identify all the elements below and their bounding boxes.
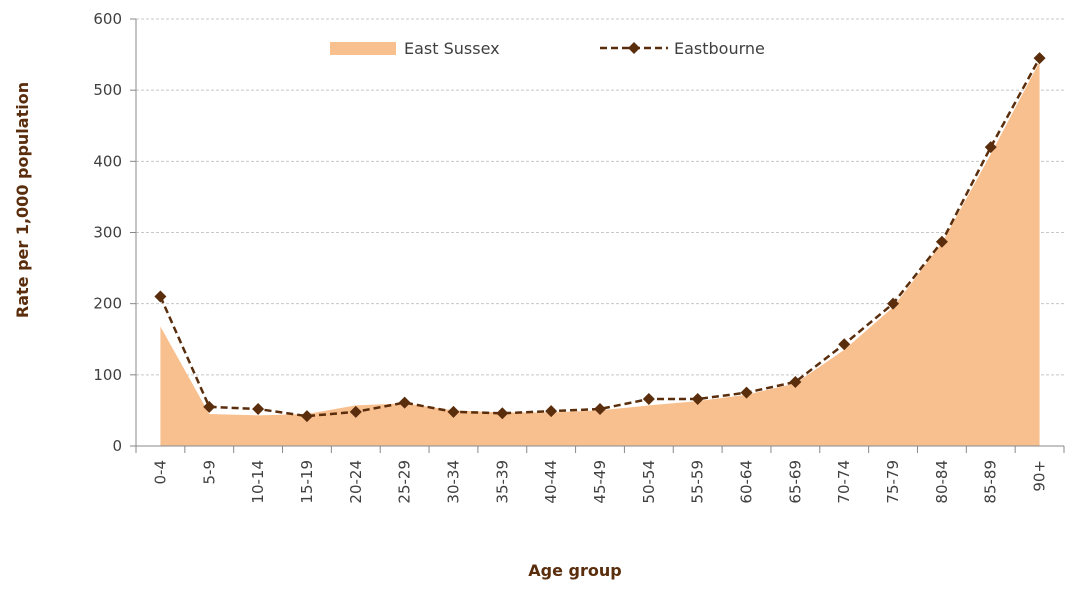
marker — [838, 338, 851, 351]
marker — [349, 405, 362, 418]
legend-swatch — [330, 42, 396, 55]
y-tick-label: 600 — [93, 10, 122, 28]
x-tick-label: 70-74 — [835, 460, 853, 504]
marker — [984, 141, 997, 154]
x-tick-label: 20-24 — [347, 460, 365, 504]
y-tick-label: 400 — [93, 152, 122, 170]
x-tick-label: 75-79 — [884, 460, 902, 504]
x-tick-label: 35-39 — [493, 460, 511, 504]
marker — [691, 393, 704, 406]
x-tick-label: 5-9 — [200, 460, 218, 485]
x-tick-label: 45-49 — [591, 460, 609, 504]
y-axis-title: Rate per 1,000 population — [13, 82, 32, 318]
marker — [398, 396, 411, 409]
marker — [447, 405, 460, 418]
y-tick-label: 300 — [93, 224, 122, 242]
x-axis-title: Age group — [528, 561, 621, 580]
marker — [789, 375, 802, 388]
marker — [642, 393, 655, 406]
y-tick-label: 200 — [93, 295, 122, 313]
x-tick-label: 55-59 — [689, 460, 707, 504]
x-tick-label: 90+ — [1031, 460, 1049, 492]
marker — [1033, 52, 1046, 65]
x-tick-label: 60-64 — [738, 460, 756, 504]
x-tick-label: 0-4 — [151, 460, 169, 485]
y-tick-label: 500 — [93, 81, 122, 99]
legend-marker — [628, 42, 640, 54]
x-tick-label: 50-54 — [640, 460, 658, 504]
marker — [300, 410, 313, 423]
x-tick-label: 15-19 — [298, 460, 316, 504]
marker — [740, 386, 753, 399]
x-tick-label: 80-84 — [933, 460, 951, 504]
x-tick-label: 10-14 — [249, 460, 267, 504]
x-tick-label: 25-29 — [396, 460, 414, 504]
marker — [594, 402, 606, 415]
marker — [154, 290, 167, 303]
legend-label: East Sussex — [404, 39, 500, 58]
area — [160, 61, 1040, 446]
x-tick-label: 85-89 — [982, 460, 1000, 504]
marker — [935, 235, 948, 248]
marker — [887, 297, 900, 310]
marker — [545, 405, 558, 418]
y-tick-label: 0 — [112, 437, 122, 455]
x-tick-label: 65-69 — [786, 460, 804, 504]
x-tick-label: 40-44 — [542, 460, 560, 504]
marker — [496, 407, 509, 420]
marker — [203, 400, 216, 413]
marker — [252, 402, 265, 415]
y-tick-label: 100 — [93, 366, 122, 384]
x-tick-label: 30-34 — [444, 460, 462, 504]
legend-label: Eastbourne — [674, 39, 765, 58]
